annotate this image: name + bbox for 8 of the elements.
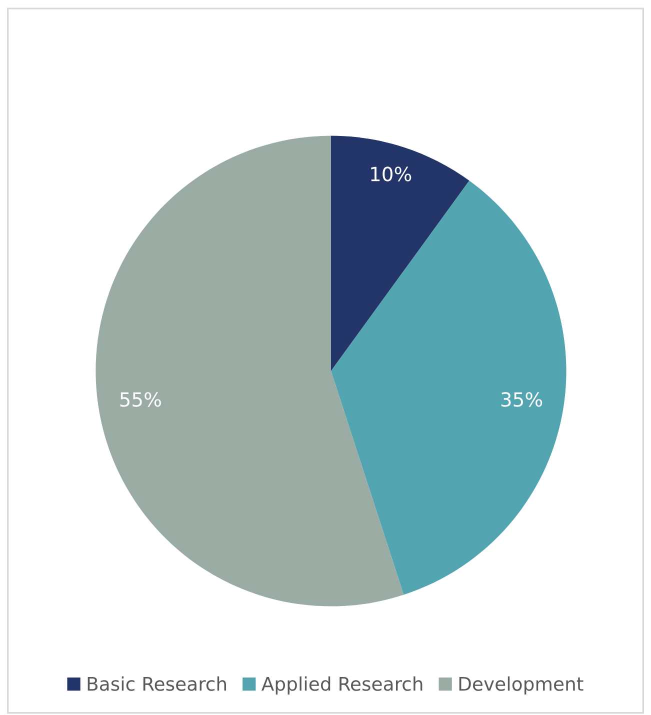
pie-slice [331,180,566,595]
data-label: 55% [120,392,161,407]
legend-label: Development [459,676,584,695]
legend-label: Basic Research [88,676,226,691]
legend-label: Applied Research [261,676,422,695]
data-label: 10% [371,166,412,182]
pie-slice [331,136,470,371]
data-label: 35% [501,392,542,407]
